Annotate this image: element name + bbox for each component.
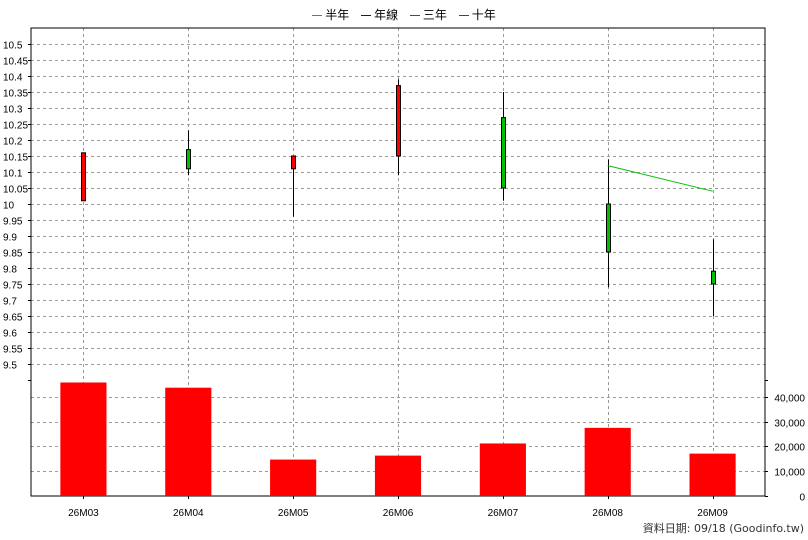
price-tick-label: 9.7 (3, 297, 17, 308)
x-tick-label: 26M08 (592, 508, 623, 519)
candle-body (396, 85, 401, 157)
candle-body (501, 117, 506, 189)
price-tick-label: 10.4 (3, 73, 23, 84)
candle-body (186, 149, 191, 170)
price-tick-label: 10.1 (3, 169, 23, 180)
x-tick-label: 26M06 (383, 508, 414, 519)
price-tick-label: 10.5 (3, 41, 23, 52)
legend: 半年 年線 三年 十年 (0, 6, 808, 23)
volume-tick-label: 10,000 (774, 468, 805, 479)
price-tick-label: 10.25 (3, 121, 28, 132)
price-tick-label: 9.65 (3, 313, 23, 324)
data-source: (Goodinfo.tw) (729, 522, 804, 535)
volume-bar (165, 387, 212, 496)
volume-tick-label: 0 (799, 493, 805, 504)
data-date: 資料日期: 09/18 (642, 522, 726, 535)
volume-tick-label: 30,000 (774, 419, 805, 430)
candlesticks (81, 79, 716, 316)
volume-bar (584, 427, 631, 496)
legend-label: 三年 (422, 8, 447, 22)
x-tick-label: 26M04 (173, 508, 204, 519)
candle-body (711, 270, 716, 285)
price-tick-label: 9.5 (3, 361, 17, 372)
price-tick-label: 9.8 (3, 265, 17, 276)
price-tick-label: 9.75 (3, 281, 23, 292)
legend-item-three-year: 三年 (409, 6, 447, 23)
price-tick-label: 9.9 (3, 233, 17, 244)
x-tick-label: 26M07 (488, 508, 519, 519)
price-tick-label: 10.2 (3, 137, 23, 148)
legend-swatch-half-year (312, 15, 323, 16)
legend-swatch-three-year (409, 15, 420, 16)
legend-swatch-ten-year (458, 15, 469, 16)
tick-labels: 9.5 9.55 9.6 9.65 9.7 9.75 9.8 9.85 9.9 9.95 10 10.… (3, 41, 805, 520)
half-year-line (607, 165, 713, 192)
volume-bars (60, 382, 736, 496)
price-tick-label: 9.6 (3, 329, 17, 340)
price-tick-label: 10.45 (3, 57, 28, 68)
x-tick-label: 26M09 (697, 508, 728, 519)
price-tick-label: 10 (3, 201, 15, 212)
footer: 資料日期: 09/18 (Goodinfo.tw) (643, 520, 804, 536)
price-tick-label: 9.95 (3, 217, 23, 228)
price-tick-label: 10.05 (3, 185, 28, 196)
volume-bar (374, 455, 422, 496)
legend-item-year: 年線 (361, 6, 398, 23)
volume-bar (689, 453, 736, 496)
volume-tick-label: 40,000 (774, 394, 805, 405)
price-tick-label: 10.15 (3, 153, 28, 164)
price-tick-label: 10.3 (3, 105, 23, 116)
legend-label: 十年 (471, 8, 496, 22)
candle-body (606, 203, 611, 253)
volume-bar (479, 443, 526, 496)
legend-swatch-year (361, 15, 372, 16)
price-tick-label: 9.85 (3, 249, 23, 260)
legend-item-half-year: 半年 (312, 6, 349, 23)
legend-label: 年線 (374, 8, 399, 22)
volume-tick-label: 20,000 (774, 443, 805, 454)
moving-average-lines (607, 165, 713, 192)
price-tick-label: 9.55 (3, 345, 23, 356)
candle-body (81, 152, 86, 202)
x-tick-label: 26M05 (278, 508, 309, 519)
x-tick-label: 26M03 (68, 508, 99, 519)
volume-bar (60, 382, 107, 496)
legend-item-ten-year: 十年 (458, 6, 496, 23)
legend-label: 半年 (325, 8, 350, 22)
price-tick-label: 10.35 (3, 89, 28, 100)
volume-bar (270, 459, 317, 496)
candle-body (291, 155, 296, 170)
